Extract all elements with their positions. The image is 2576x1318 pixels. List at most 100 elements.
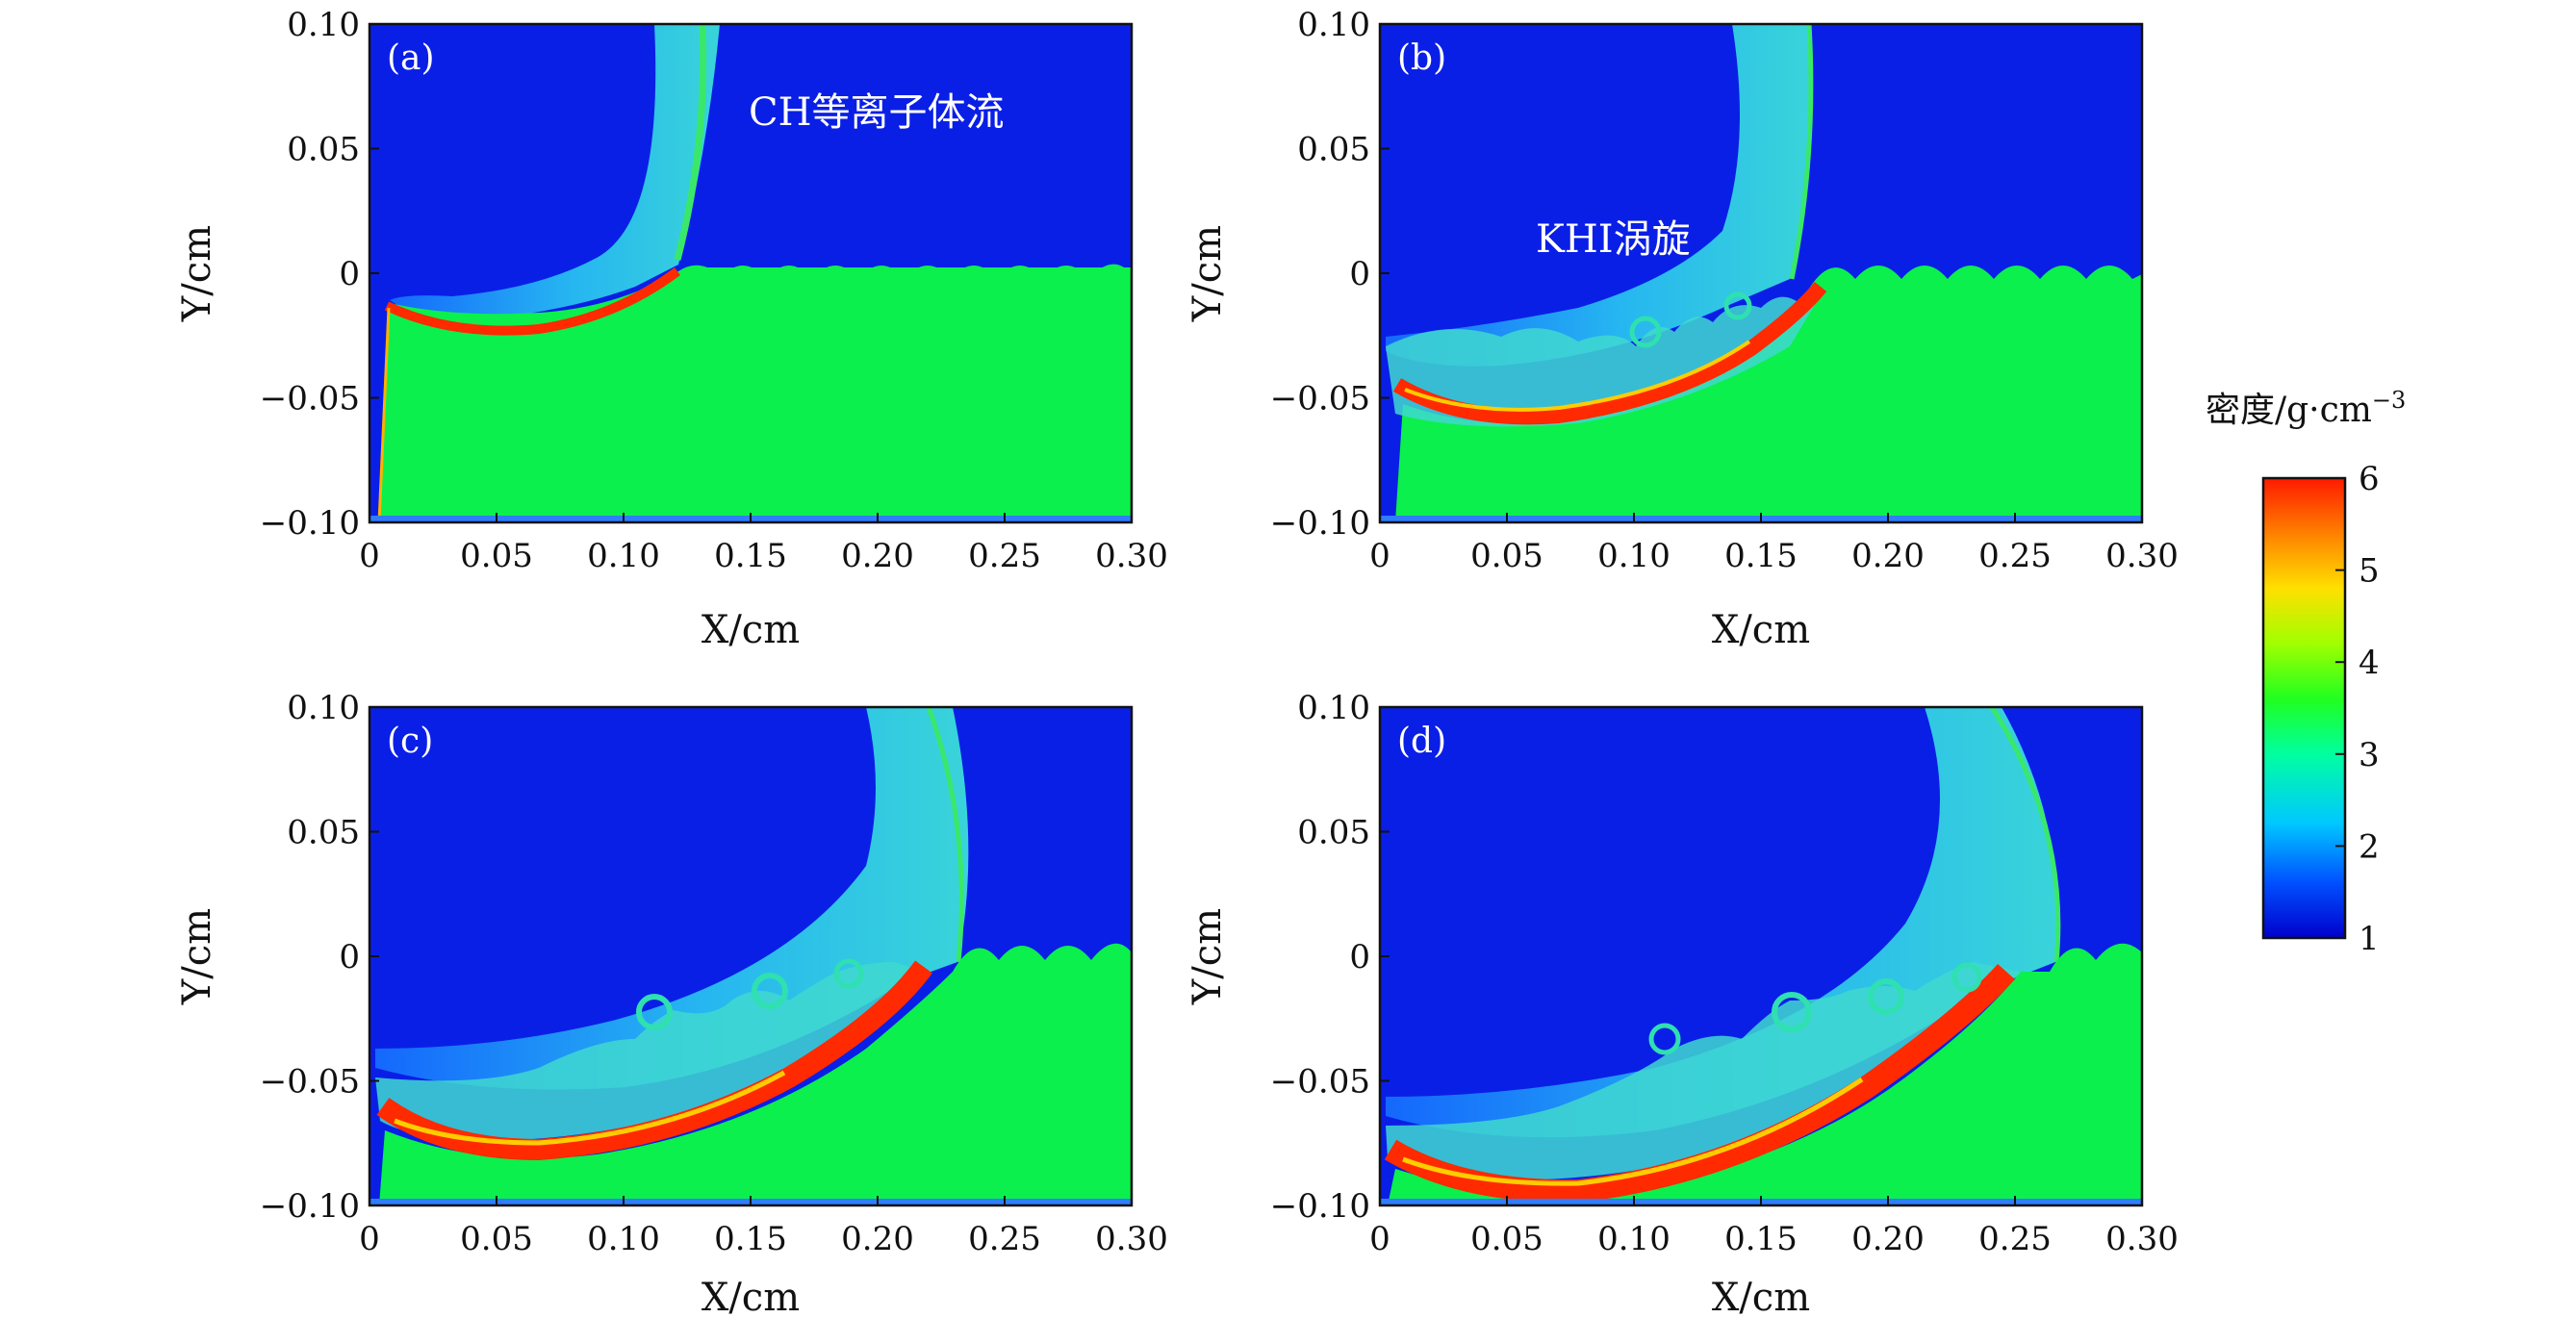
panel-label: (c) — [387, 722, 433, 761]
y-tick-label: 0.05 — [287, 131, 360, 169]
x-tick-label: 0.05 — [460, 1220, 533, 1258]
x-tick-label: 0.30 — [2105, 537, 2179, 575]
y-tick-label: −0.05 — [260, 1063, 360, 1102]
y-tick-label: 0.05 — [287, 814, 360, 852]
compressed-layer-core — [394, 1070, 786, 1146]
y-tick-label: 0 — [339, 938, 360, 976]
x-tick-label: 0.10 — [1597, 1220, 1671, 1258]
x-tick-label: 0.05 — [1470, 1220, 1543, 1258]
y-tick-label: −0.05 — [1270, 380, 1370, 418]
y-tick-label: 0.05 — [1297, 814, 1370, 852]
target-fluid — [380, 265, 1132, 522]
bow-shock-edge — [674, 24, 707, 261]
y-tick-label: 0 — [339, 255, 360, 293]
x-tick-label: 0.05 — [460, 537, 533, 575]
x-tick-label: 0.30 — [1095, 537, 1168, 575]
bow-shock-edge — [926, 707, 964, 963]
y-tick-label: 0.10 — [1297, 6, 1370, 44]
x-tick-label: 0.25 — [968, 537, 1041, 575]
surface-waves — [953, 943, 1132, 1001]
x-axis-label: X/cm — [1712, 1276, 1810, 1318]
khi-vortex — [833, 958, 864, 989]
x-axis-label: X/cm — [701, 1276, 800, 1318]
colorbar-tick-label: 2 — [2359, 827, 2380, 866]
y-tick-label: 0 — [1349, 255, 1370, 293]
vortex-layer — [1386, 962, 2021, 1180]
khi-vortex — [1772, 992, 1812, 1032]
target-fluid — [1388, 972, 2142, 1205]
panel-d-field — [1380, 707, 2142, 1205]
vortex-layer — [1386, 289, 1824, 427]
khi-vortex — [1723, 291, 1752, 320]
x-tick-label: 0 — [1369, 537, 1390, 575]
panel-c: (c) 0 0.05 0.10 0.15 0.20 0.25 0.300.100.050−0… — [175, 689, 1168, 1318]
x-tick-label: 0 — [359, 537, 380, 575]
colorbar-title: 密度/g·cm−3 — [2206, 387, 2406, 430]
x-tick-label: 0.10 — [587, 1220, 660, 1258]
y-axis-label: Y/cm — [175, 225, 219, 322]
panel-a-field — [370, 24, 1132, 522]
colorbar-tick-label: 5 — [2359, 552, 2380, 591]
panel-b: (b) KHI涡旋 0 0.05 0.10 0.15 0.20 0.25 0.30 0.10 0… — [1186, 6, 2179, 652]
panel-d: (d) 0 0.05 0.10 0.15 0.20 0.25 0.300.100.050−0… — [1186, 689, 2179, 1318]
khi-vortex — [1629, 316, 1662, 348]
panel-a: (a) CH等离子体流 0 0.05 0.10 0.15 0.20 0.25 0.30 0.1… — [175, 6, 1168, 652]
x-tick-label: 0 — [1369, 1220, 1390, 1258]
y-tick-label: −0.10 — [1270, 504, 1370, 543]
khi-vortex — [1951, 962, 1982, 993]
y-axis-label: Y/cm — [1186, 225, 1230, 322]
colorbar-tick-label: 1 — [2359, 920, 2380, 958]
colorbar-tick-label: 6 — [2359, 460, 2380, 498]
surface-waves — [674, 264, 1132, 308]
y-tick-label: −0.10 — [1270, 1187, 1370, 1226]
y-axis-label: Y/cm — [1186, 908, 1230, 1005]
y-tick-label: 0.10 — [287, 689, 360, 727]
surface-waves — [1809, 266, 2142, 308]
compressed-layer — [376, 960, 932, 1161]
y-tick-label: 0 — [1349, 938, 1370, 976]
panel-label: (b) — [1397, 38, 1446, 78]
colorbar-tick-label: 3 — [2359, 736, 2380, 774]
compressed-layer — [384, 266, 680, 336]
x-tick-label: 0.30 — [2105, 1220, 2179, 1258]
y-tick-label: 0.05 — [1297, 131, 1370, 169]
x-tick-label: 0.25 — [1978, 1220, 2052, 1258]
x-tick-label: 0.20 — [1851, 1220, 1925, 1258]
x-axis-label: X/cm — [1712, 608, 1810, 652]
bow-shock — [1386, 24, 1811, 367]
annotation-label: KHI涡旋 — [1536, 217, 1691, 262]
panel-b-field — [1380, 24, 2142, 522]
bow-shock-edge — [1789, 24, 1814, 280]
x-tick-label: 0.25 — [1978, 537, 2052, 575]
panel-label: (d) — [1397, 722, 1446, 761]
khi-vortex — [1648, 1023, 1681, 1055]
left-wall — [377, 307, 391, 522]
x-tick-label: 0.15 — [714, 537, 787, 575]
panel-c-field — [370, 707, 1132, 1205]
compressed-layer-core — [1404, 340, 1751, 412]
x-tick-label: 0.10 — [1597, 537, 1671, 575]
bow-shock-edge — [1989, 707, 2061, 963]
y-tick-label: −0.05 — [1270, 1063, 1370, 1102]
x-tick-label: 0.15 — [1724, 537, 1798, 575]
compressed-layer — [1392, 281, 1827, 425]
khi-vortex — [752, 973, 788, 1009]
x-tick-label: 0.10 — [587, 537, 660, 575]
y-tick-label: 0.10 — [287, 6, 360, 44]
colorbar: 密度/g·cm−3 1 2 3 4 5 6 — [2206, 387, 2406, 958]
x-tick-label: 0.25 — [968, 1220, 1041, 1258]
compressed-layer-core — [1402, 1077, 1864, 1186]
bow-shock — [390, 24, 720, 320]
colorbar-ticks: 1 2 3 4 5 6 — [2335, 460, 2380, 958]
x-tick-label: 0 — [359, 1220, 380, 1258]
compressed-layer — [1384, 963, 2015, 1204]
x-tick-label: 0.15 — [1724, 1220, 1798, 1258]
y-tick-label: −0.10 — [260, 1187, 360, 1226]
x-tick-label: 0.15 — [714, 1220, 787, 1258]
x-tick-label: 0.20 — [1851, 537, 1925, 575]
vortex-layer — [375, 962, 924, 1141]
surface-waves — [2050, 943, 2142, 1001]
y-axis-label: Y/cm — [175, 908, 219, 1005]
x-tick-label: 0.20 — [841, 1220, 914, 1258]
target-fluid — [1395, 284, 2142, 522]
